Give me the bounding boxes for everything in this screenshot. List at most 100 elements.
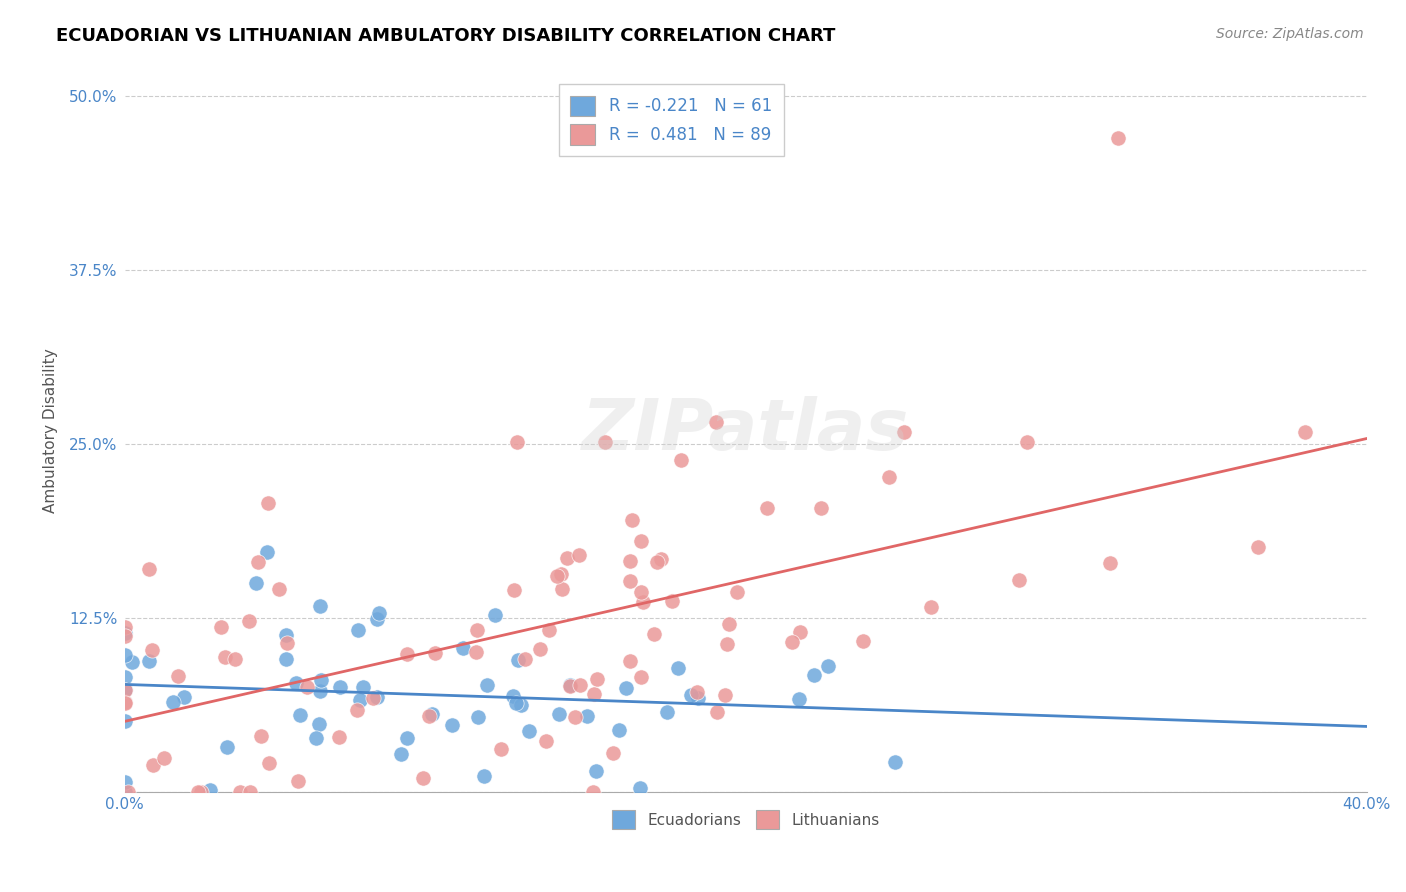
Point — [645, 554, 668, 568]
Point — [619, 654, 641, 668]
Point — [366, 612, 388, 626]
Point — [451, 641, 474, 656]
Point — [412, 772, 434, 786]
Point — [810, 500, 832, 515]
Point — [328, 730, 350, 744]
Point — [576, 709, 599, 723]
Point — [557, 551, 579, 566]
Point — [551, 582, 574, 596]
Point — [141, 643, 163, 657]
Point — [509, 698, 531, 713]
Point — [713, 689, 735, 703]
Point — [619, 554, 641, 568]
Point — [347, 623, 370, 637]
Point — [308, 684, 330, 698]
Point — [655, 705, 678, 719]
Point — [114, 696, 136, 710]
Point — [229, 785, 252, 799]
Point — [475, 678, 498, 692]
Point — [368, 606, 391, 620]
Point — [187, 785, 209, 799]
Point — [114, 683, 136, 698]
Point — [465, 623, 488, 637]
Point — [789, 692, 811, 706]
Point — [329, 680, 352, 694]
Point — [346, 702, 368, 716]
Point — [1008, 573, 1031, 587]
Point — [190, 785, 212, 799]
Point — [586, 672, 609, 686]
Point — [138, 562, 160, 576]
Point — [1107, 131, 1129, 145]
Point — [423, 647, 446, 661]
Point — [352, 680, 374, 694]
Y-axis label: Ambulatory Disability: Ambulatory Disability — [44, 348, 58, 513]
Point — [666, 661, 689, 675]
Point — [309, 673, 332, 687]
Point — [780, 635, 803, 649]
Point — [607, 723, 630, 738]
Legend: Ecuadorians, Lithuanians: Ecuadorians, Lithuanians — [606, 804, 886, 835]
Point — [267, 582, 290, 596]
Point — [259, 756, 281, 770]
Point — [1098, 556, 1121, 570]
Point — [546, 569, 568, 583]
Text: Source: ZipAtlas.com: Source: ZipAtlas.com — [1216, 27, 1364, 41]
Point — [1017, 434, 1039, 449]
Point — [602, 746, 624, 760]
Point — [505, 435, 527, 450]
Point — [517, 723, 540, 738]
Point — [661, 594, 683, 608]
Point — [619, 574, 641, 588]
Point — [276, 635, 298, 649]
Point — [284, 676, 307, 690]
Point — [305, 731, 328, 746]
Text: ECUADORIAN VS LITHUANIAN AMBULATORY DISABILITY CORRELATION CHART: ECUADORIAN VS LITHUANIAN AMBULATORY DISA… — [56, 27, 835, 45]
Point — [681, 689, 703, 703]
Point — [628, 780, 651, 795]
Point — [238, 614, 260, 628]
Point — [650, 552, 672, 566]
Point — [568, 548, 591, 562]
Point — [529, 641, 551, 656]
Point — [138, 654, 160, 668]
Point — [472, 769, 495, 783]
Point — [246, 556, 269, 570]
Point — [669, 453, 692, 467]
Point — [614, 681, 637, 696]
Point — [852, 634, 875, 648]
Point — [884, 756, 907, 770]
Point — [173, 690, 195, 705]
Point — [441, 718, 464, 732]
Point — [395, 731, 418, 745]
Point — [1246, 540, 1268, 554]
Point — [114, 648, 136, 663]
Point — [725, 584, 748, 599]
Point — [114, 625, 136, 640]
Point — [489, 742, 512, 756]
Point — [502, 583, 524, 598]
Point — [288, 708, 311, 723]
Point — [249, 729, 271, 743]
Point — [582, 785, 605, 799]
Point — [630, 670, 652, 684]
Point — [716, 637, 738, 651]
Point — [142, 758, 165, 772]
Point — [366, 690, 388, 704]
Point — [550, 567, 572, 582]
Point — [583, 687, 606, 701]
Point — [309, 599, 332, 613]
Point — [569, 678, 592, 692]
Point — [418, 709, 440, 723]
Point — [389, 747, 412, 762]
Point — [547, 706, 569, 721]
Point — [297, 680, 319, 694]
Point — [114, 683, 136, 698]
Point — [879, 470, 901, 484]
Point — [224, 652, 246, 666]
Point — [114, 670, 136, 684]
Point — [502, 689, 524, 703]
Point — [214, 649, 236, 664]
Point — [153, 750, 176, 764]
Point — [534, 733, 557, 747]
